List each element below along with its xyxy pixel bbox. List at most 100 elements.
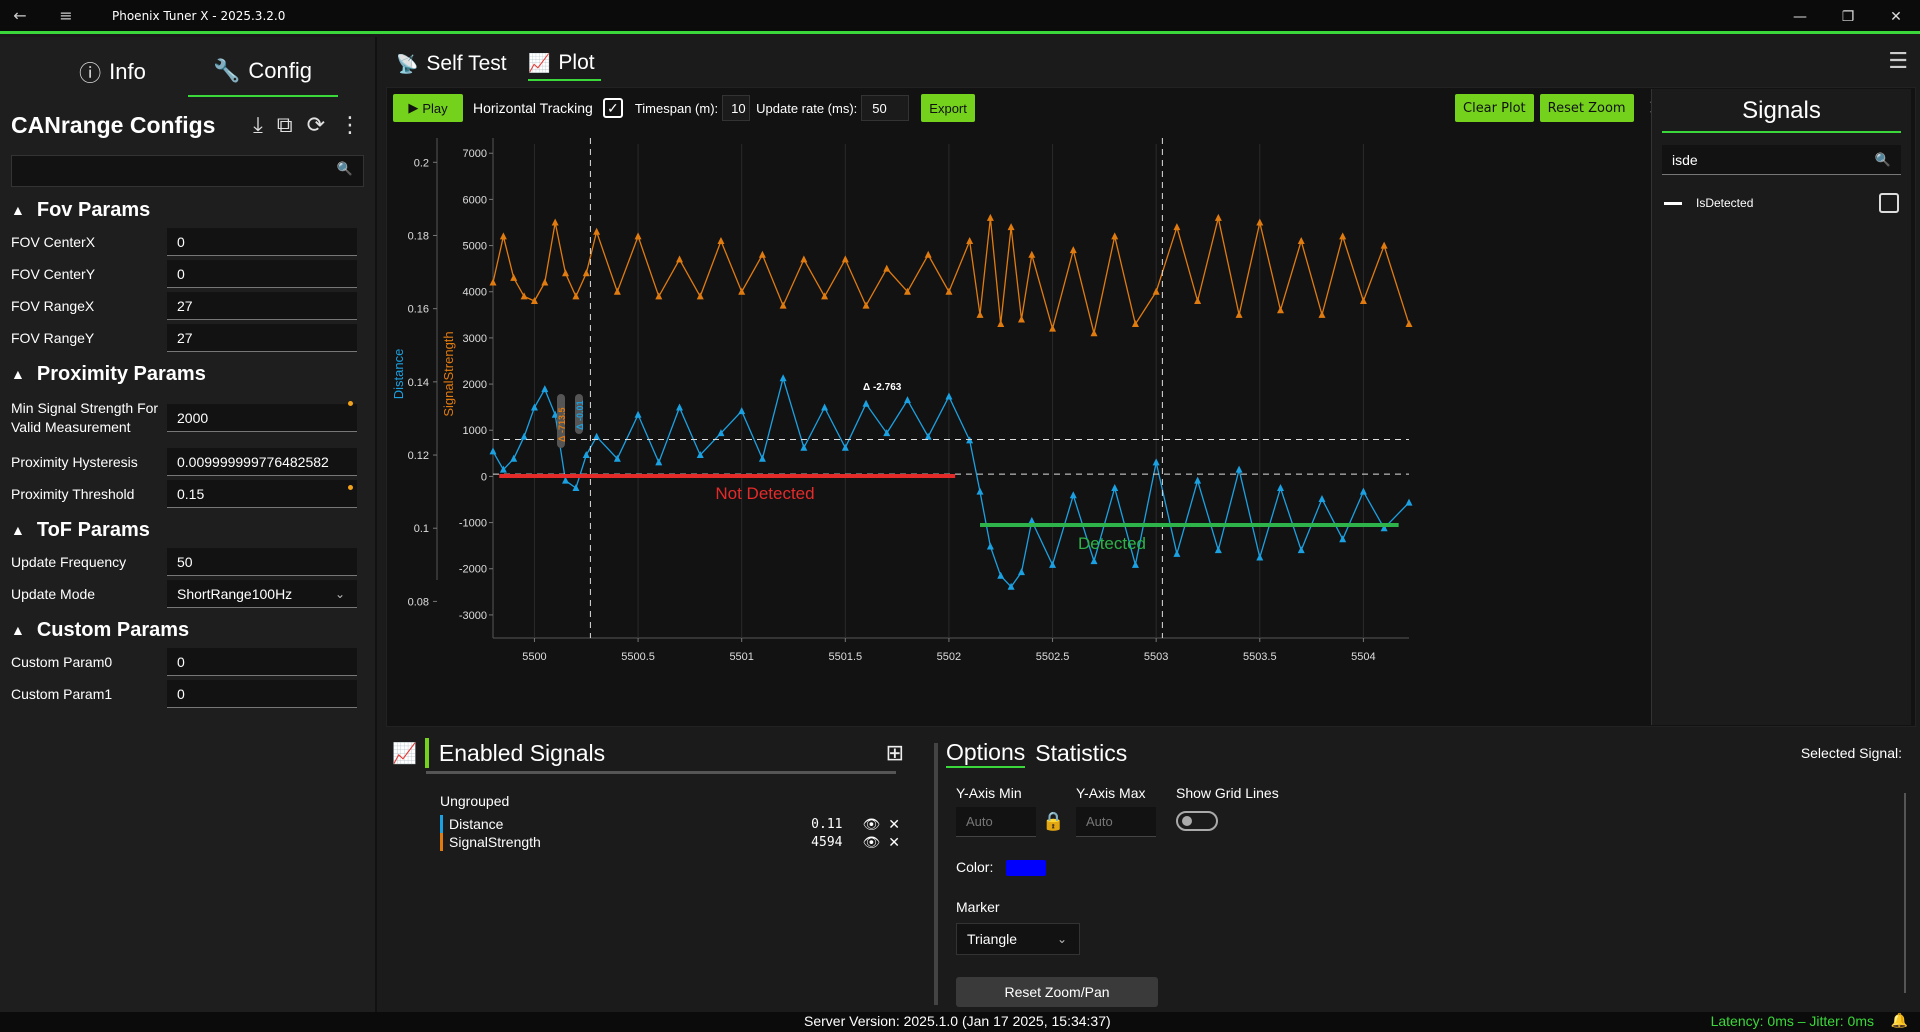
status-bar: Server Version: 2025.1.0 (Jan 17 2025, 1… (0, 1012, 1920, 1032)
add-group-icon[interactable]: ⊞ (885, 740, 904, 766)
param-input[interactable]: 27 (167, 292, 357, 320)
minimize-button[interactable]: — (1793, 9, 1807, 25)
data-point-marker (997, 320, 1005, 328)
tab-options[interactable]: Options (946, 739, 1026, 768)
play-button[interactable]: ▶ Play (393, 94, 463, 122)
copy-icon[interactable]: ⧉ (276, 112, 293, 138)
data-point-marker (986, 213, 994, 221)
tab-config[interactable]: 🔧 Config (187, 47, 338, 97)
tab-statistics[interactable]: Statistics (1035, 739, 1128, 766)
reset-zoom-button[interactable]: Reset Zoom (1539, 94, 1634, 122)
search-icon: 🔍 (1874, 151, 1891, 167)
enabled-signal-row[interactable]: SignalStrength 4594 👁 ✕ (440, 833, 900, 851)
param-input[interactable]: 2000 (167, 404, 357, 432)
reset-zoom-pan-button[interactable]: Reset Zoom/Pan (956, 977, 1158, 1007)
param-input[interactable]: 50 (167, 548, 357, 576)
export-button[interactable]: Export (921, 94, 975, 122)
remove-icon[interactable]: ✕ (888, 815, 900, 832)
param-input[interactable]: 0.009999999776482582 (167, 448, 357, 476)
options-scrollbar[interactable] (1904, 793, 1906, 993)
title-bar: ← ≡ Phoenix Tuner X - 2025.3.2.0 — ❐ ✕ (0, 0, 1920, 34)
timespan-input[interactable]: 10 (722, 95, 751, 121)
data-point-marker (520, 292, 528, 300)
param-input[interactable]: 0 (167, 680, 357, 708)
panel-settings-icon[interactable]: ☰ (1888, 49, 1908, 74)
data-point-marker (655, 292, 663, 300)
param-label: FOV RangeY (11, 329, 95, 346)
data-point-marker (1152, 287, 1160, 295)
param-label: FOV CenterY (11, 265, 96, 282)
data-point-marker (821, 403, 829, 411)
signals-search-value: isde (1672, 151, 1698, 168)
param-row: Proximity Threshold 0.15 (0, 479, 375, 509)
config-search-input[interactable]: 🔍 (11, 155, 364, 187)
section-tof-params[interactable]: ▲ ToF Params (0, 515, 375, 545)
lock-icon[interactable]: 🔒 (1042, 811, 1065, 831)
y-min-input[interactable]: Auto (956, 807, 1036, 837)
data-point-marker (1380, 241, 1388, 249)
detected-label: Detected (1078, 534, 1146, 553)
tab-self-test[interactable]: 📡 Self Test (396, 47, 507, 81)
tab-info[interactable]: ⓘ Info (38, 47, 188, 97)
delta-badge (575, 394, 583, 434)
data-point-marker (1339, 232, 1347, 240)
param-input[interactable]: 27 (167, 324, 357, 352)
close-window-button[interactable]: ✕ (1890, 9, 1902, 25)
x-tick-label: 5500 (522, 651, 546, 663)
section-fov-params[interactable]: ▲ Fov Params (0, 195, 375, 225)
eye-icon[interactable]: 👁 (862, 833, 881, 850)
hamburger-menu-icon[interactable]: ≡ (59, 6, 73, 25)
plot-chart[interactable]: 0.08 0.1 0.12 0.14 0.16 0.18 0.2 Distance -3000… (387, 124, 1649, 684)
data-point-marker (593, 432, 601, 440)
color-swatch[interactable] (1006, 860, 1046, 876)
more-vert-icon[interactable]: ⋮ (339, 112, 361, 138)
data-point-marker (634, 410, 642, 418)
update-mode-select[interactable]: ShortRange100Hz ⌄ (167, 580, 357, 608)
signal-value: 4594 (811, 834, 843, 850)
grid-lines-toggle[interactable] (1176, 811, 1218, 831)
data-point-marker (800, 443, 808, 451)
bell-icon[interactable]: 🔔 (1890, 1012, 1908, 1028)
signal-checkbox[interactable] (1879, 193, 1899, 213)
data-point-marker (562, 476, 570, 484)
param-input[interactable]: 0 (167, 228, 357, 256)
remove-icon[interactable]: ✕ (888, 833, 900, 850)
data-point-marker (1256, 553, 1264, 561)
param-input[interactable]: 0.15 (167, 480, 357, 508)
data-point-marker (1277, 306, 1285, 314)
enabled-signal-row[interactable]: Distance 0.11 👁 ✕ (440, 815, 900, 833)
data-point-marker (1297, 546, 1305, 554)
data-point-marker (1405, 498, 1413, 506)
signal-tick-label: 2000 (463, 379, 487, 391)
divider (426, 771, 896, 774)
param-label: Min Signal Strength For Valid Measuremen… (11, 400, 159, 435)
data-point-marker (758, 454, 766, 462)
param-input[interactable]: 0 (167, 648, 357, 676)
param-row: Custom Param0 0 (0, 647, 375, 677)
horizontal-tracking-checkbox[interactable]: ✓ (602, 98, 623, 118)
signals-search-input[interactable]: isde 🔍 (1662, 145, 1901, 175)
chevron-up-icon: ▲ (11, 522, 25, 538)
section-custom-params[interactable]: ▲ Custom Params (0, 615, 375, 645)
download-icon[interactable]: ⤓ (253, 112, 263, 138)
data-point-marker (676, 403, 684, 411)
y-max-input[interactable]: Auto (1076, 807, 1156, 837)
eye-icon[interactable]: 👁 (862, 815, 881, 832)
param-input[interactable]: 0 (167, 260, 357, 288)
signal-item-isdetected[interactable]: IsDetected (1664, 193, 1899, 213)
param-label: Proximity Hysteresis (11, 453, 138, 470)
marker-select[interactable]: Triangle ⌄ (956, 923, 1080, 955)
distance-tick-label: 0.1 (414, 523, 429, 535)
toggle-knob (1182, 816, 1192, 826)
y-max-label: Y-Axis Max (1076, 785, 1146, 801)
section-proximity-params[interactable]: ▲ Proximity Params (0, 359, 375, 389)
distance-tick-label: 0.18 (408, 230, 429, 242)
clear-plot-button[interactable]: Clear Plot (1455, 94, 1534, 122)
tab-plot[interactable]: 📈 Plot (528, 47, 601, 81)
back-arrow-icon[interactable]: ← (13, 6, 27, 25)
data-point-marker (1297, 236, 1305, 244)
restore-button[interactable]: ❐ (1841, 9, 1855, 25)
refresh-icon[interactable]: ⟳ (306, 112, 325, 138)
param-label: Update Mode (11, 585, 96, 602)
update-rate-input[interactable]: 50 (861, 95, 910, 121)
